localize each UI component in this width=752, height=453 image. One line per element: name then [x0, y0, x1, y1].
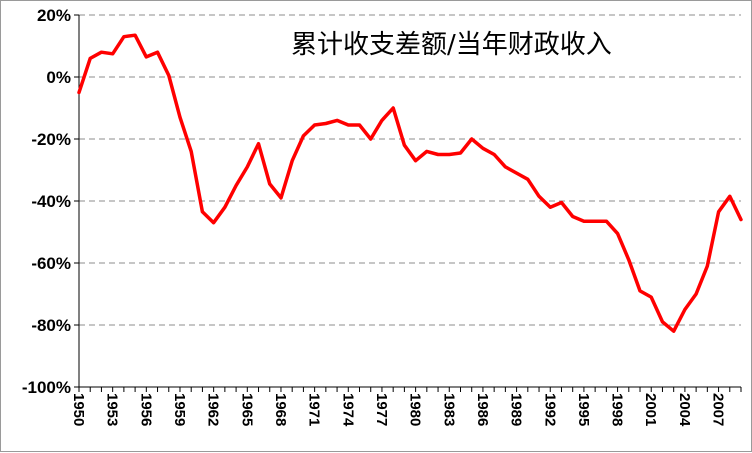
x-tick-label: 1992: [541, 393, 558, 426]
x-tick-label: 1983: [440, 393, 457, 426]
y-tick-label: -80%: [31, 316, 71, 335]
x-tick-label: 1953: [104, 393, 121, 426]
series-line: [77, 33, 743, 333]
chart-title: 累计收支差额/当年财政收入: [291, 30, 612, 60]
y-tick-label: -100%: [22, 378, 71, 397]
y-tick-label: -20%: [31, 130, 71, 149]
y-tick-label: -40%: [31, 192, 71, 211]
y-tick-label: 0%: [46, 68, 71, 87]
x-tick-label: 1977: [373, 393, 390, 426]
x-tick-label: 1995: [575, 393, 592, 426]
x-tick-label: 2007: [710, 393, 727, 426]
x-tick-label: 1965: [238, 393, 255, 426]
axes: [74, 14, 742, 392]
y-axis-tick-labels: 20% 0% -20% -40% -60% -80% -100%: [22, 6, 71, 397]
x-tick-label: 2001: [642, 393, 659, 426]
x-tick-label: 1962: [205, 393, 222, 426]
x-tick-label: 1998: [609, 393, 626, 426]
x-tick-label: 1968: [272, 393, 289, 426]
x-tick-label: 1956: [137, 393, 154, 426]
x-tick-label: 1950: [70, 393, 87, 426]
x-axis-tick-labels: 1950 1953 1956 1959 1962 1965 1968 1971 1974 1977…: [70, 393, 727, 427]
x-tick-label: 1974: [339, 393, 356, 427]
y-tick-label: -60%: [31, 254, 71, 273]
gridlines: [79, 14, 741, 326]
x-tick-label: 2004: [676, 393, 693, 427]
y-tick-label: 20%: [37, 6, 71, 25]
x-tick-label: 1980: [407, 393, 424, 426]
x-tick-label: 1959: [171, 393, 188, 426]
x-tick-label: 1989: [508, 393, 525, 426]
series-layer: [77, 33, 743, 333]
x-tick-label: 1971: [306, 393, 323, 426]
x-tick-label: 1986: [474, 393, 491, 426]
